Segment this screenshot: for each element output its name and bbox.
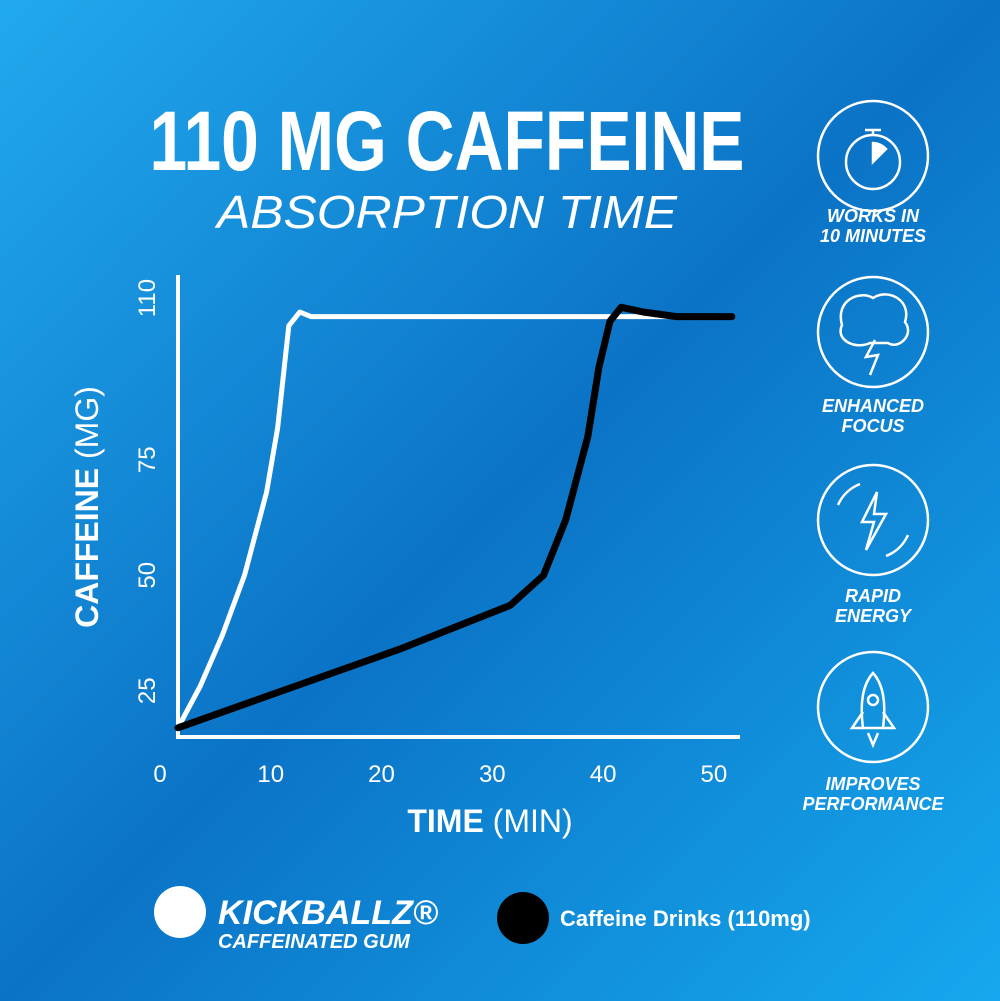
brain-icon (839, 293, 910, 376)
chart-title: 110 MG CAFFEINE (150, 94, 745, 188)
x-tick-label: 40 (590, 761, 617, 788)
chart-subtitle: ABSORPTION TIME (214, 186, 679, 238)
x-tick-label: 50 (700, 761, 727, 788)
energy-icon (836, 482, 910, 558)
feature-label: FOCUS (842, 416, 905, 436)
series-line (175, 309, 735, 731)
x-tick-label: 20 (368, 761, 395, 788)
y-tick-label: 75 (134, 446, 161, 473)
series-line (174, 303, 736, 732)
x-axis-title: TIME (MIN) (407, 803, 572, 839)
icon-ring (816, 650, 930, 764)
legend-swatch (154, 886, 206, 938)
feature-label: ENHANCED (822, 396, 924, 416)
legend-label: KICKBALLZ® (218, 894, 439, 932)
legend-swatch (497, 892, 549, 944)
feature-label: WORKS IN (827, 206, 920, 226)
x-tick-label: 0 (153, 761, 166, 788)
feature-label: IMPROVES (825, 774, 920, 794)
legend: KICKBALLZ®CAFFEINATED GUM Caffeine Drinks… (154, 886, 811, 953)
legend-sublabel: CAFFEINATED GUM (218, 931, 411, 953)
x-unit: (MIN) (493, 803, 573, 839)
rocket-icon (849, 671, 897, 749)
feature-label: PERFORMANCE (802, 794, 944, 814)
x-tick-label: 30 (479, 761, 506, 788)
x-label: TIME (407, 803, 483, 839)
icon-ring (816, 463, 930, 577)
legend-label: Caffeine Drinks (110mg) (560, 906, 811, 931)
x-tick-label: 10 (257, 761, 284, 788)
plot: 0 10 20 30 40 50 25 50 75 110 (134, 279, 736, 788)
feature-label: 10 MINUTES (820, 226, 926, 246)
feature-label: ENERGY (835, 606, 913, 626)
y-tick-label: 110 (134, 279, 161, 317)
y-unit: (MG) (69, 386, 105, 459)
icon-ring (816, 99, 930, 213)
y-tick-label: 25 (134, 677, 161, 704)
y-axis-title: CAFFEINE (MG) (69, 386, 105, 628)
y-label: CAFFEINE (69, 468, 105, 628)
feature-label: RAPID (845, 586, 901, 606)
icon-ring (816, 275, 930, 389)
axes (176, 275, 740, 739)
stopwatch-icon (844, 128, 902, 191)
y-tick-label: 50 (134, 562, 161, 589)
